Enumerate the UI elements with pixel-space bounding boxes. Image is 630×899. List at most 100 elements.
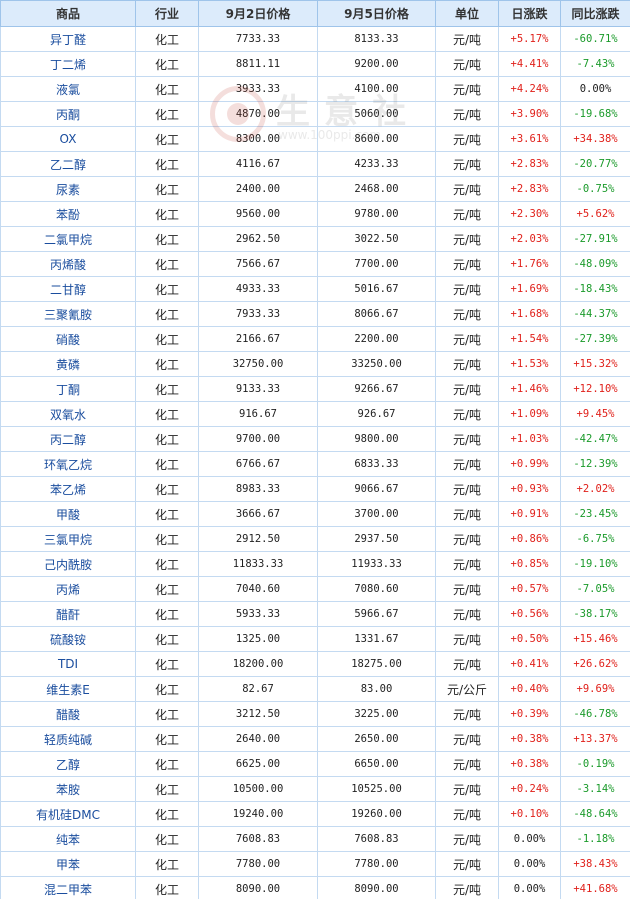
industry: 化工 [135,376,199,402]
commodity-name[interactable]: 硝酸 [0,326,136,352]
commodity-name[interactable]: TDI [0,651,136,677]
daily-change: +3.61% [498,126,561,152]
price-sep5: 8600.00 [317,126,436,152]
daily-change: +0.56% [498,601,561,627]
commodity-name[interactable]: 甲苯 [0,851,136,877]
price-sep2: 7608.83 [198,826,318,852]
unit: 元/吨 [435,301,499,327]
commodity-name[interactable]: 己内酰胺 [0,551,136,577]
price-sep5: 7700.00 [317,251,436,277]
yoy-change: +41.68% [560,876,630,899]
daily-change: +4.24% [498,76,561,102]
daily-change: +1.53% [498,351,561,377]
commodity-name[interactable]: 甲酸 [0,501,136,527]
price-sep2: 3933.33 [198,76,318,102]
unit: 元/吨 [435,751,499,777]
commodity-name[interactable]: 纯苯 [0,826,136,852]
commodity-name[interactable]: 三聚氰胺 [0,301,136,327]
commodity-name[interactable]: 丙二醇 [0,426,136,452]
unit: 元/吨 [435,601,499,627]
industry: 化工 [135,26,199,52]
price-sep5: 4233.33 [317,151,436,177]
commodity-name[interactable]: 双氧水 [0,401,136,427]
commodity-name[interactable]: 丁酮 [0,376,136,402]
unit: 元/吨 [435,326,499,352]
unit: 元/吨 [435,801,499,827]
yoy-change: +26.62% [560,651,630,677]
industry: 化工 [135,526,199,552]
price-sep5: 2937.50 [317,526,436,552]
commodity-name[interactable]: 丁二烯 [0,51,136,77]
commodity-name[interactable]: 三氯甲烷 [0,526,136,552]
unit: 元/吨 [435,401,499,427]
commodity-name[interactable]: 环氧乙烷 [0,451,136,477]
price-sep2: 1325.00 [198,626,318,652]
price-sep5: 7080.60 [317,576,436,602]
industry: 化工 [135,126,199,152]
table-row: OX 化工 8300.00 8600.00 元/吨 +3.61% +34.38% [0,126,630,152]
commodity-name[interactable]: 乙醇 [0,751,136,777]
yoy-change: -6.75% [560,526,630,552]
price-sep5: 5060.00 [317,101,436,127]
price-sep2: 9700.00 [198,426,318,452]
commodity-name[interactable]: 二甘醇 [0,276,136,302]
industry: 化工 [135,151,199,177]
unit: 元/吨 [435,251,499,277]
table-row: 醋酸 化工 3212.50 3225.00 元/吨 +0.39% -46.78% [0,701,630,727]
table-row: 有机硅DMC 化工 19240.00 19260.00 元/吨 +0.10% -48.64% [0,801,630,827]
yoy-change: -7.05% [560,576,630,602]
price-sep5: 9800.00 [317,426,436,452]
price-sep2: 11833.33 [198,551,318,577]
commodity-name[interactable]: 乙二醇 [0,151,136,177]
daily-change: +0.38% [498,726,561,752]
table-row: 乙二醇 化工 4116.67 4233.33 元/吨 +2.83% -20.77% [0,151,630,177]
commodity-name[interactable]: OX [0,126,136,152]
commodity-name[interactable]: 苯酚 [0,201,136,227]
industry: 化工 [135,326,199,352]
yoy-change: -3.14% [560,776,630,802]
daily-change: +1.68% [498,301,561,327]
price-sep2: 32750.00 [198,351,318,377]
price-sep2: 82.67 [198,676,318,702]
commodity-name[interactable]: 液氯 [0,76,136,102]
unit: 元/吨 [435,776,499,802]
industry: 化工 [135,501,199,527]
commodity-name[interactable]: 丙烯酸 [0,251,136,277]
commodity-name[interactable]: 丙烯 [0,576,136,602]
price-sep2: 6625.00 [198,751,318,777]
table-row: 二氯甲烷 化工 2962.50 3022.50 元/吨 +2.03% -27.91% [0,226,630,252]
unit: 元/吨 [435,626,499,652]
commodity-name[interactable]: 轻质纯碱 [0,726,136,752]
yoy-change: +12.10% [560,376,630,402]
daily-change: +3.90% [498,101,561,127]
commodity-name[interactable]: 苯乙烯 [0,476,136,502]
unit: 元/吨 [435,851,499,877]
unit: 元/吨 [435,426,499,452]
commodity-name[interactable]: 醋酐 [0,601,136,627]
commodity-name[interactable]: 黄磷 [0,351,136,377]
yoy-change: 0.00% [560,76,630,102]
table-row: 轻质纯碱 化工 2640.00 2650.00 元/吨 +0.38% +13.37% [0,726,630,752]
yoy-change: -7.43% [560,51,630,77]
commodity-name[interactable]: 有机硅DMC [0,801,136,827]
unit: 元/吨 [435,476,499,502]
commodity-name[interactable]: 丙酮 [0,101,136,127]
commodity-name[interactable]: 混二甲苯 [0,876,136,899]
header-price-sep5: 9月5日价格 [317,0,436,27]
commodity-name[interactable]: 苯胺 [0,776,136,802]
table-row: 维生素E 化工 82.67 83.00 元/公斤 +0.40% +9.69% [0,676,630,702]
table-row: 苯酚 化工 9560.00 9780.00 元/吨 +2.30% +5.62% [0,201,630,227]
table-row: 甲苯 化工 7780.00 7780.00 元/吨 0.00% +38.43% [0,851,630,877]
commodity-name[interactable]: 二氯甲烷 [0,226,136,252]
price-sep5: 10525.00 [317,776,436,802]
daily-change: +0.91% [498,501,561,527]
commodity-name[interactable]: 维生素E [0,676,136,702]
commodity-name[interactable]: 硫酸铵 [0,626,136,652]
yoy-change: -18.43% [560,276,630,302]
price-sep5: 8066.67 [317,301,436,327]
table-body: 异丁醛 化工 7733.33 8133.33 元/吨 +5.17% -60.71% 丁二烯 化工… [0,26,630,899]
commodity-name[interactable]: 尿素 [0,176,136,202]
commodity-name[interactable]: 醋酸 [0,701,136,727]
table-row: 丁酮 化工 9133.33 9266.67 元/吨 +1.46% +12.10% [0,376,630,402]
commodity-name[interactable]: 异丁醛 [0,26,136,52]
